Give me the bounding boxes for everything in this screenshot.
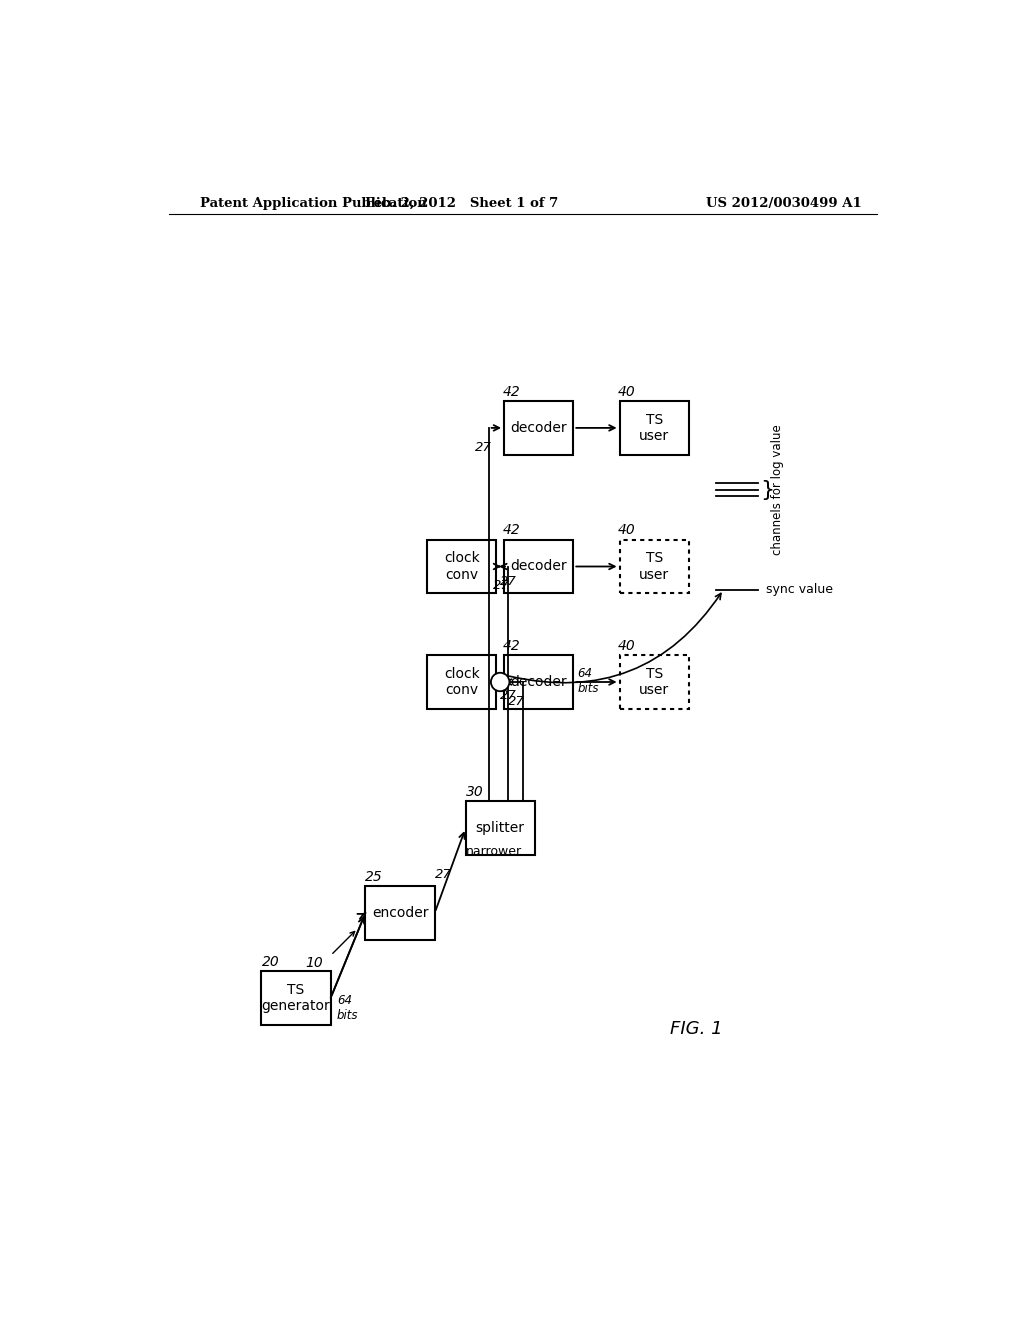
Text: 42: 42 bbox=[503, 639, 520, 653]
Text: Feb. 2, 2012   Sheet 1 of 7: Feb. 2, 2012 Sheet 1 of 7 bbox=[365, 197, 558, 210]
Text: TS
user: TS user bbox=[639, 667, 670, 697]
Text: 30: 30 bbox=[466, 785, 483, 799]
Text: 10: 10 bbox=[305, 956, 323, 970]
Bar bbox=[366, 886, 435, 940]
Text: 27: 27 bbox=[493, 579, 509, 593]
Text: Patent Application Publication: Patent Application Publication bbox=[200, 197, 427, 210]
Text: encoder: encoder bbox=[372, 906, 428, 920]
Circle shape bbox=[490, 673, 509, 692]
Text: sync value: sync value bbox=[766, 583, 833, 597]
FancyArrowPatch shape bbox=[509, 594, 721, 682]
Text: }: } bbox=[761, 479, 774, 499]
Text: narrower: narrower bbox=[466, 845, 521, 858]
Bar bbox=[261, 970, 331, 1024]
Text: 64
bits: 64 bits bbox=[578, 667, 599, 694]
Bar bbox=[504, 401, 573, 455]
Text: decoder: decoder bbox=[510, 560, 567, 573]
Text: decoder: decoder bbox=[510, 675, 567, 689]
Text: 27: 27 bbox=[475, 441, 492, 454]
Text: 40: 40 bbox=[617, 384, 636, 399]
Text: FIG. 1: FIG. 1 bbox=[670, 1019, 722, 1038]
Text: 40: 40 bbox=[617, 639, 636, 653]
Bar bbox=[427, 655, 497, 709]
Bar bbox=[427, 540, 497, 594]
Text: clock
conv: clock conv bbox=[443, 552, 479, 582]
Text: splitter: splitter bbox=[476, 821, 524, 836]
Text: 42: 42 bbox=[503, 523, 520, 537]
Bar bbox=[620, 655, 689, 709]
Text: 27: 27 bbox=[500, 576, 517, 589]
Text: clock
conv: clock conv bbox=[443, 667, 479, 697]
Text: TS
generator: TS generator bbox=[262, 982, 331, 1012]
Text: 40: 40 bbox=[617, 523, 636, 537]
Text: TS
user: TS user bbox=[639, 413, 670, 444]
Text: 64
bits: 64 bits bbox=[337, 994, 358, 1022]
Text: 27: 27 bbox=[435, 869, 452, 880]
Bar bbox=[504, 655, 573, 709]
Text: 27: 27 bbox=[500, 689, 517, 702]
Bar bbox=[504, 540, 573, 594]
Text: US 2012/0030499 A1: US 2012/0030499 A1 bbox=[707, 197, 862, 210]
Text: 25: 25 bbox=[366, 870, 383, 884]
Bar bbox=[466, 801, 535, 855]
Text: decoder: decoder bbox=[510, 421, 567, 434]
Bar bbox=[620, 401, 689, 455]
Text: TS
user: TS user bbox=[639, 552, 670, 582]
Text: 20: 20 bbox=[261, 954, 280, 969]
Text: 42: 42 bbox=[503, 384, 520, 399]
Text: channels for log value: channels for log value bbox=[771, 424, 783, 554]
Text: 27: 27 bbox=[508, 694, 524, 708]
Bar bbox=[620, 540, 689, 594]
